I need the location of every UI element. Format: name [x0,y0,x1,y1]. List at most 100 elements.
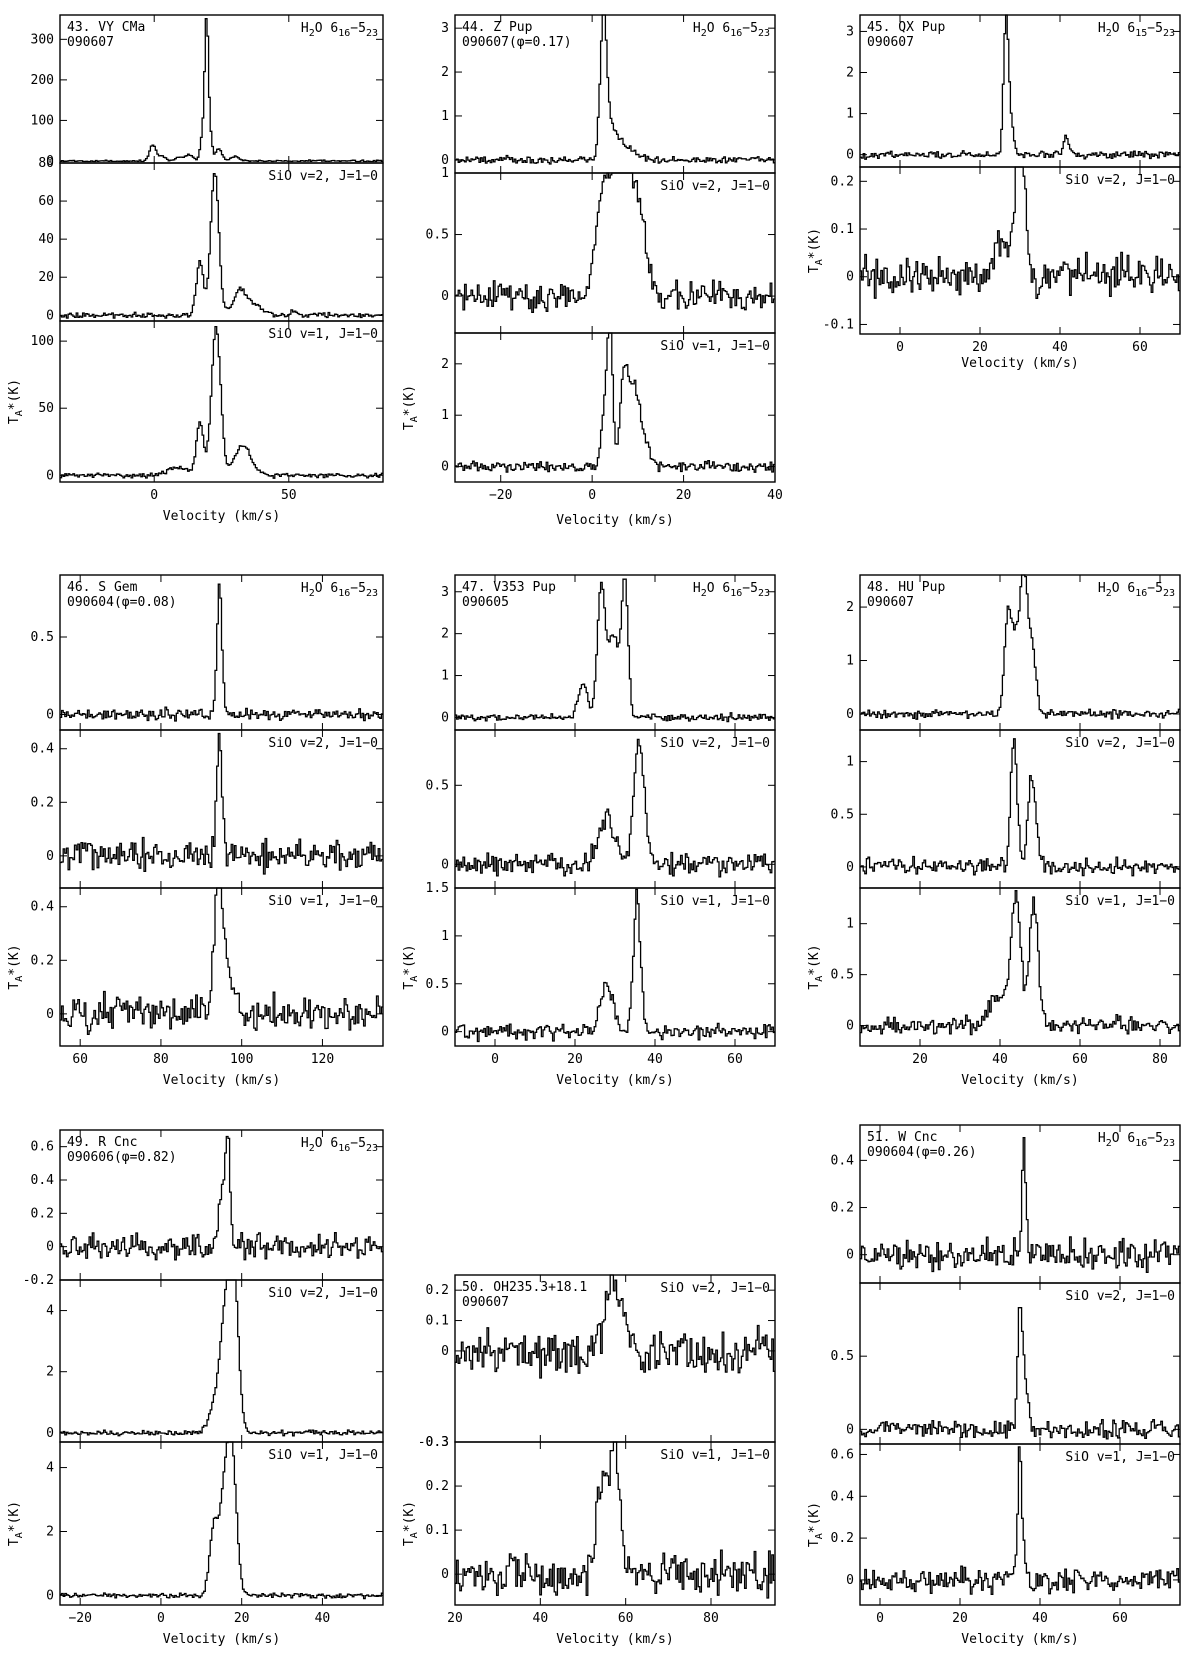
y-tick-label: 0 [441,153,449,168]
y-axis-label: TA*(K) [7,1501,25,1546]
y-tick-label: 1 [846,107,854,122]
spectrum-line [860,166,1180,299]
y-tick-label: 0 [441,1567,449,1582]
y-tick-label: 0.4 [831,1489,855,1504]
y-tick-label: 2 [441,65,449,80]
y-axis-label: TA*(K) [402,1501,420,1546]
y-tick-label: 0 [846,707,854,722]
x-axis-label: Velocity (km/s) [556,1632,673,1647]
transition-label: H2O 616−523 [693,581,770,599]
panel-frame [454,172,776,334]
panel-frame [59,1279,384,1443]
panel-frame [859,729,1181,889]
y-tick-label: 0 [46,849,54,864]
x-tick-label: 20 [567,1052,583,1067]
obs-date: 090607 [867,35,914,50]
x-tick-label: 0 [588,488,596,503]
transition-label: SiO v=1, J=1−0 [660,1448,770,1463]
transition-label: SiO v=2, J=1−0 [1065,1289,1175,1304]
x-axis-label: Velocity (km/s) [163,1073,280,1088]
y-tick-label: 1 [846,755,854,770]
spectrum-group-49: -0.2 0 0.2 0.4 0.6 H2O 616−523 49. R Cnc090606… [7,1129,384,1647]
obs-date: 090604(φ=0.26) [867,1145,977,1160]
y-tick-label: 0.5 [831,807,854,822]
y-axis-label: TA*(K) [402,385,420,430]
y-tick-label: 0.1 [831,222,854,237]
x-tick-label: 100 [230,1052,253,1067]
spectrum-line [60,887,383,1036]
y-tick-label: 0.5 [831,1349,854,1364]
y-tick-label: 60 [38,194,54,209]
transition-label: SiO v=1, J=1−0 [660,894,770,909]
y-tick-label: 0.2 [831,174,854,189]
spectrum-line [860,1446,1180,1596]
panel-frame [859,1443,1181,1606]
y-tick-label: 50 [38,401,54,416]
spectrum-line [455,14,775,165]
x-axis-label: Velocity (km/s) [961,1632,1078,1647]
panel-frame [454,332,776,483]
x-tick-label: 60 [727,1052,743,1067]
transition-label: SiO v=2, J=1−0 [268,736,378,751]
spectrum-line [455,578,775,723]
source-name: 47. V353 Pup [462,580,556,595]
transition-label: H2O 616−523 [1098,1131,1175,1149]
y-tick-label: 0 [846,148,854,163]
y-tick-label: 0.5 [426,228,449,243]
y-tick-label: 0 [46,1240,54,1255]
transition-label: H2O 616−523 [1098,581,1175,599]
obs-date: 090607 [462,1295,509,1310]
transition-label: SiO v=2, J=1−0 [268,1286,378,1301]
x-tick-label: 40 [533,1611,549,1626]
spectrum-line [60,18,383,163]
transition-label: H2O 616−523 [301,21,378,39]
x-tick-label: 20 [952,1611,968,1626]
x-axis-label: Velocity (km/s) [961,356,1078,371]
transition-label: SiO v=2, J=1−0 [660,736,770,751]
spectrum-line [60,1135,383,1261]
y-tick-label: 0 [846,860,854,875]
y-tick-label: 0.2 [31,953,54,968]
transition-label: SiO v=2, J=1−0 [1065,736,1175,751]
x-tick-label: 60 [1072,1052,1088,1067]
y-tick-label: 0.4 [31,1173,55,1188]
x-tick-label: 0 [491,1052,499,1067]
y-tick-label: 300 [31,32,54,47]
y-tick-label: 0 [46,1007,54,1022]
source-name: 44. Z Pup [462,20,533,35]
source-name: 49. R Cnc [67,1135,137,1150]
x-tick-label: 60 [1132,340,1148,355]
spectrum-line [60,172,383,319]
y-tick-label: 0 [46,308,54,323]
panel-frame [59,320,384,483]
x-tick-label: 20 [912,1052,928,1067]
y-tick-label: -0.1 [823,317,854,332]
spectrum-line [860,574,1180,720]
panel-frame [454,887,776,1047]
y-tick-label: 1 [441,929,449,944]
y-tick-label: 0 [46,1426,54,1441]
y-axis-label: TA*(K) [7,944,25,989]
y-tick-label: 0 [846,1248,854,1263]
transition-label: SiO v=2, J=1−0 [268,169,378,184]
y-tick-label: 2 [846,600,854,615]
source-name: 50. OH235.3+18.1 [462,1280,587,1295]
y-tick-label: 0 [846,270,854,285]
obs-date: 090607 [67,35,114,50]
y-tick-label: 0.6 [31,1140,54,1155]
y-tick-label: 0.5 [426,778,449,793]
spectrum-line [860,1307,1180,1440]
y-tick-label: 0.2 [31,1206,54,1221]
x-tick-label: 40 [992,1052,1008,1067]
x-tick-label: 60 [1112,1611,1128,1626]
spectrum-line [60,1279,383,1437]
x-tick-label: 0 [876,1611,884,1626]
y-tick-label: 0.2 [31,795,54,810]
transition-label: SiO v=1, J=1−0 [268,894,378,909]
x-tick-label: 20 [234,1611,250,1626]
y-tick-label: 2 [46,1524,54,1539]
spectrum-line [455,1441,775,1599]
spectrum-line [455,1274,775,1379]
y-tick-label: 100 [31,334,54,349]
